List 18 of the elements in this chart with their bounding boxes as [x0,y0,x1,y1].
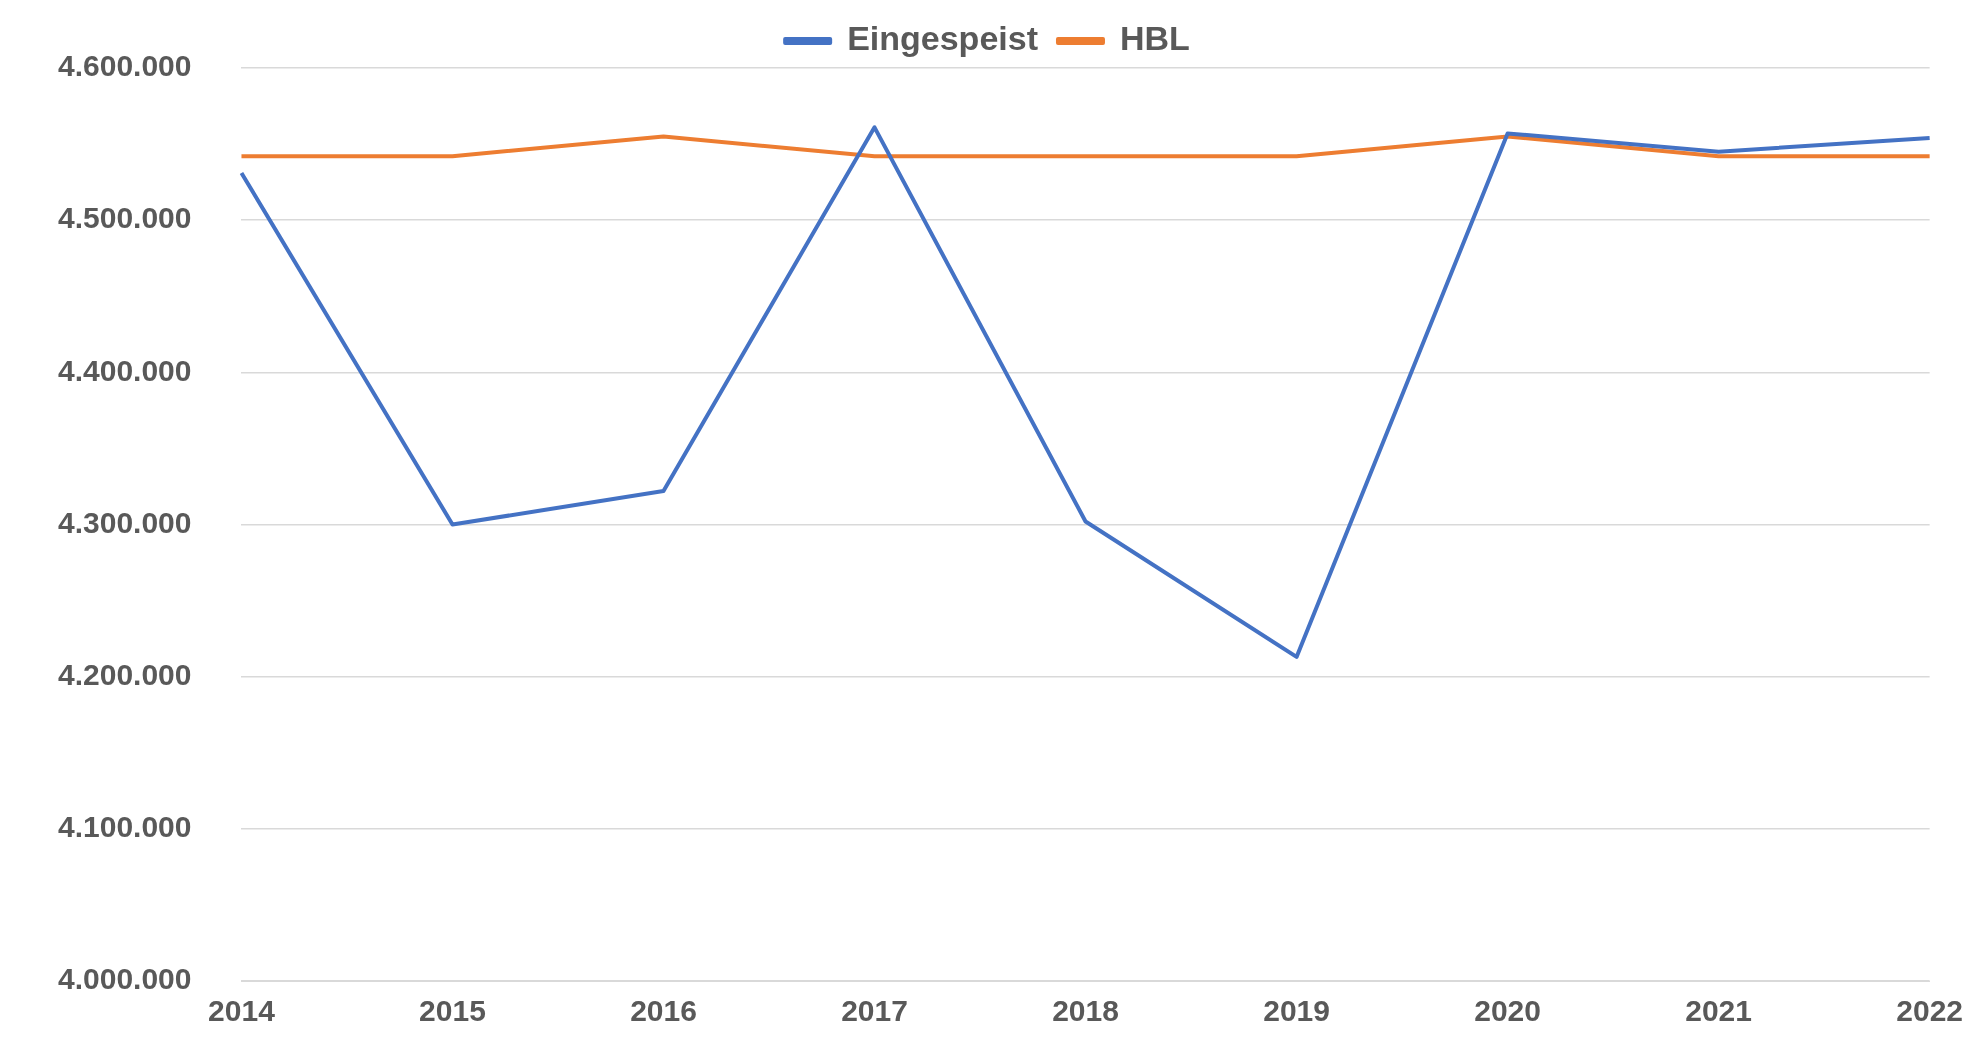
y-tick-label: 4.600.000 [57,49,192,83]
y-tick-label: 4.000.000 [57,962,192,996]
x-tick-label: 2021 [1685,994,1752,1028]
x-tick-label: 2016 [630,994,697,1028]
x-tick-label: 2018 [1052,994,1119,1028]
x-tick-label: 2015 [419,994,486,1028]
legend-label: HBL [1119,19,1190,58]
y-tick-label: 4.400.000 [57,353,192,387]
x-tick-label: 2017 [841,994,908,1028]
y-tick-label: 4.200.000 [57,657,192,691]
x-tick-label: 2020 [1474,994,1541,1028]
x-tick-label: 2014 [208,994,276,1028]
x-tick-label: 2019 [1263,994,1330,1028]
legend-label: Eingespeist [847,19,1038,58]
y-tick-label: 4.100.000 [57,810,192,844]
x-tick-label: 2022 [1896,994,1964,1028]
y-tick-label: 4.500.000 [57,201,192,235]
y-tick-label: 4.300.000 [57,505,192,539]
